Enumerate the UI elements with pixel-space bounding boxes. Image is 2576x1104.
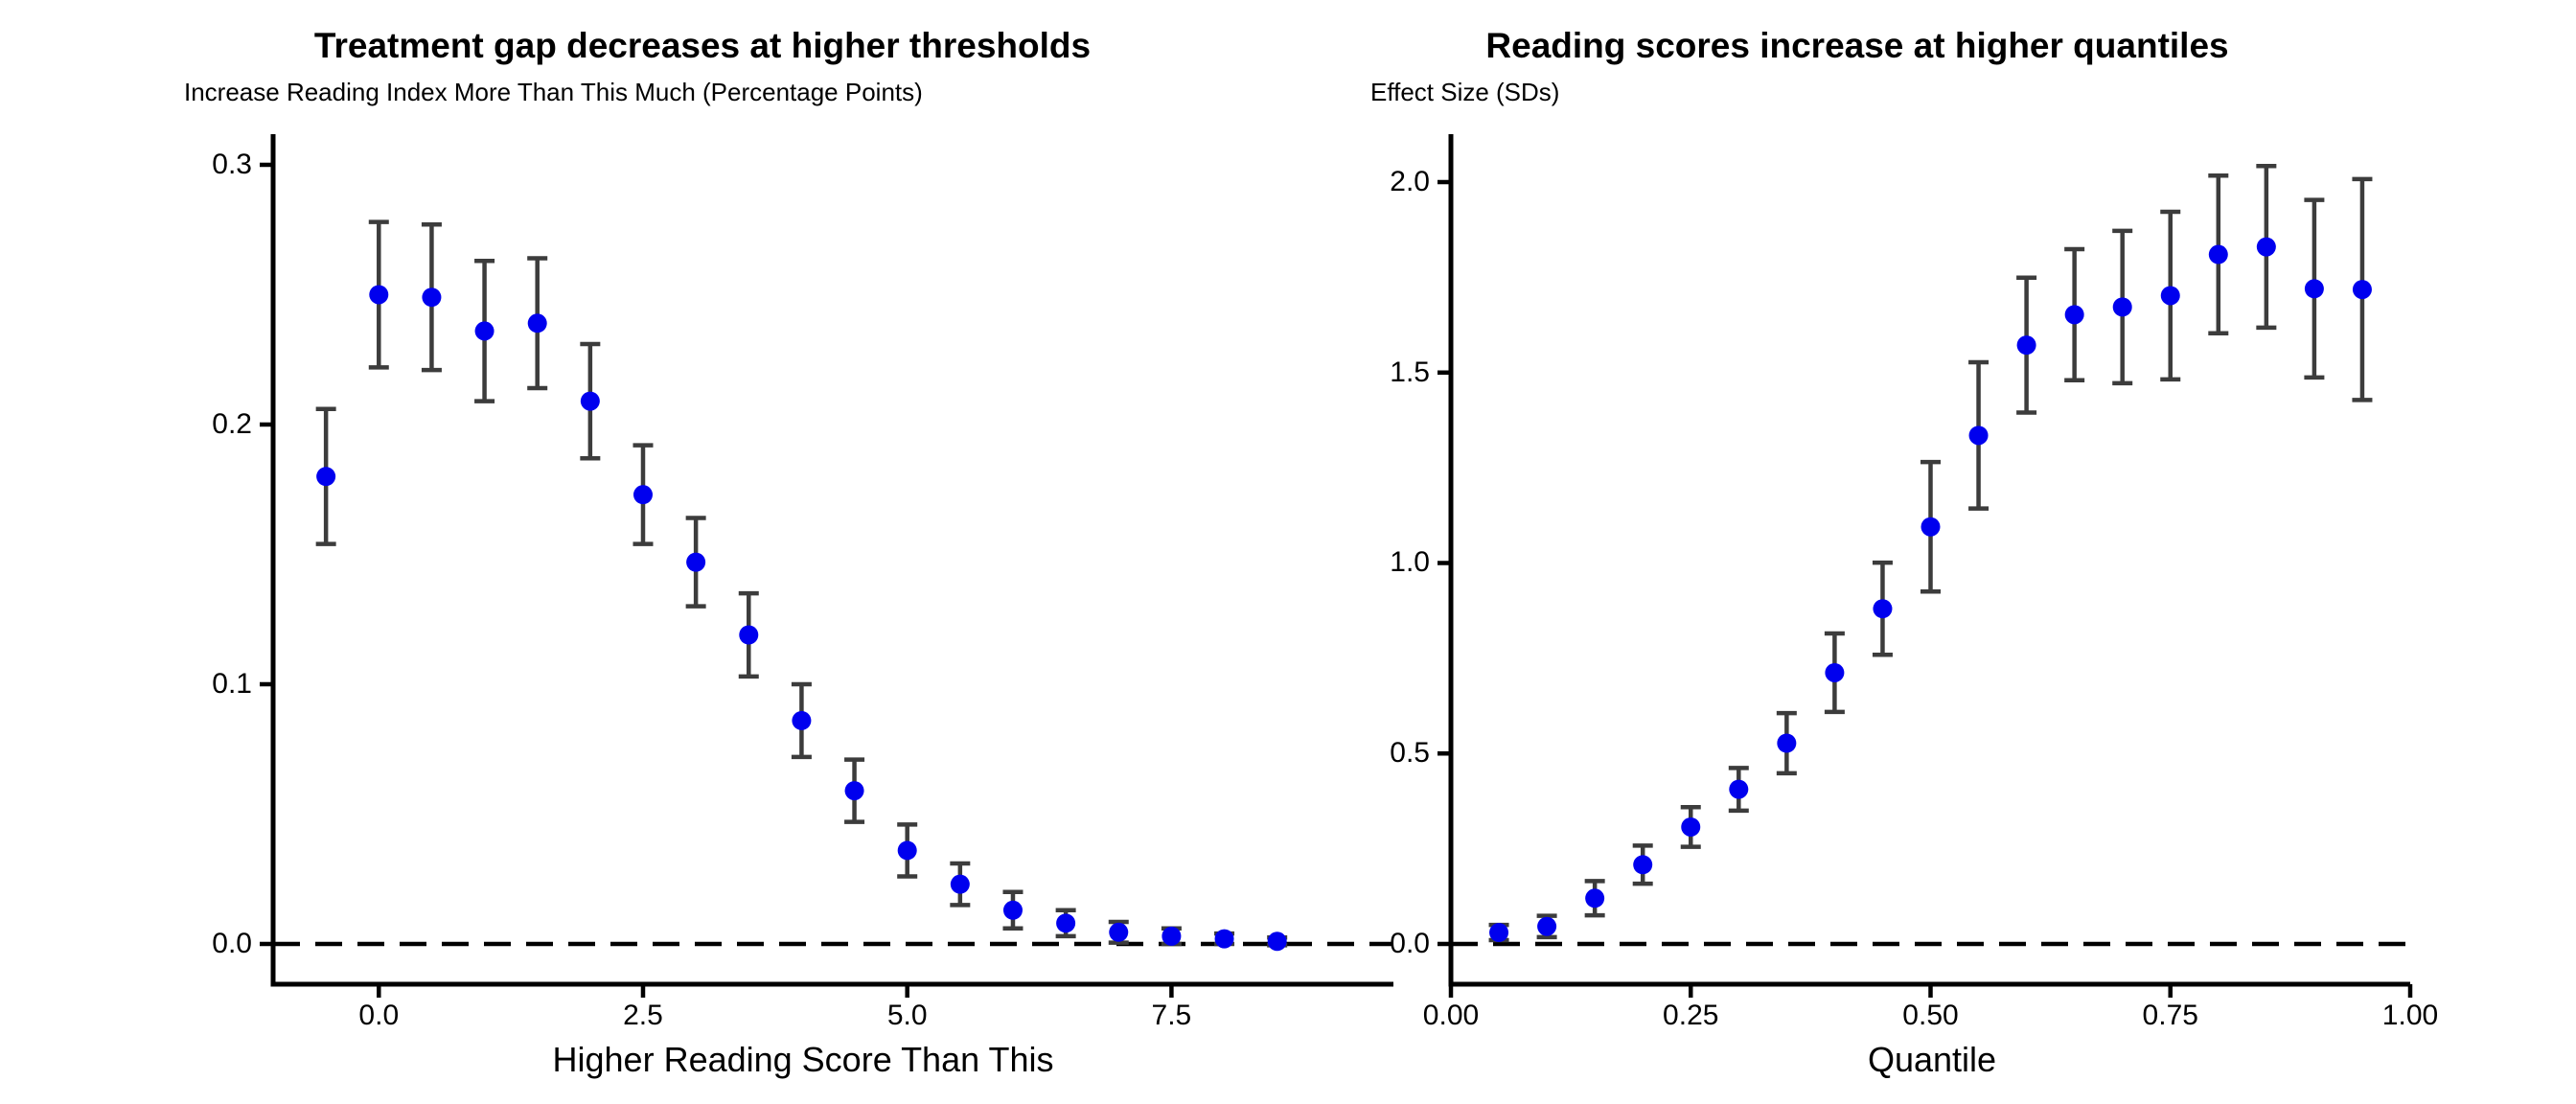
data-point [1968, 426, 1989, 446]
data-point [1873, 599, 1893, 619]
x-tick-label: 2.5 [623, 1000, 663, 1031]
y-tick-label: 0.1 [212, 667, 252, 700]
data-point [1825, 662, 1845, 682]
data-point [1681, 816, 1701, 837]
data-point [844, 781, 864, 801]
x-tick-label: 0.0 [358, 1000, 400, 1031]
data-point [1214, 929, 1234, 949]
x-tick-label: 0.25 [1663, 1000, 1719, 1031]
data-point [580, 391, 600, 411]
y-tick-label: 0.5 [1390, 737, 1430, 770]
data-point [950, 874, 970, 894]
data-point [739, 625, 759, 645]
data-point [1109, 922, 1129, 942]
data-point [686, 552, 706, 572]
data-point [1162, 926, 1182, 946]
y-tick-label: 1.5 [1390, 356, 1430, 388]
y-tick-label: 0.3 [212, 148, 252, 180]
data-point [2064, 305, 2084, 325]
data-point [1056, 913, 1076, 933]
left-panel-title: Treatment gap decreases at higher thresh… [313, 26, 1092, 65]
x-tick-label: 0.50 [1902, 1000, 1959, 1031]
data-point [316, 467, 336, 487]
data-point [2256, 237, 2276, 257]
y-tick-label: 0.0 [1390, 927, 1430, 959]
data-point [1537, 916, 1557, 936]
data-point [1729, 779, 1749, 799]
data-point [2208, 244, 2228, 264]
data-point [897, 840, 917, 861]
data-point [422, 288, 442, 308]
data-point [1633, 855, 1653, 875]
right-panel-x-axis-title: Quantile [1867, 1040, 1997, 1079]
y-tick-label: 1.0 [1390, 546, 1430, 579]
data-point [2112, 297, 2132, 317]
data-point [1920, 517, 1941, 537]
data-point [474, 321, 494, 341]
right-panel-y-axis-label: Effect Size (SDs) [1370, 78, 1560, 106]
right-panel-title: Reading scores increase at higher quanti… [1485, 26, 2229, 65]
data-point [1489, 923, 1509, 943]
x-tick-label: 5.0 [886, 1000, 928, 1031]
data-point [1777, 733, 1797, 753]
data-point [369, 285, 389, 305]
left-panel-x-axis-title: Higher Reading Score Than This [552, 1040, 1054, 1079]
y-tick-label: 2.0 [1390, 166, 1430, 197]
data-point [1267, 932, 1287, 952]
x-tick-label: 0.00 [1422, 1000, 1480, 1031]
data-point [527, 313, 547, 334]
y-tick-label: 0.0 [212, 927, 252, 959]
data-point [2304, 279, 2324, 299]
data-point [792, 710, 812, 730]
x-tick-label: 1.00 [2381, 1000, 2439, 1031]
data-point [1585, 888, 1605, 908]
x-tick-label: 7.5 [1151, 1000, 1192, 1031]
data-point [1002, 900, 1023, 920]
x-tick-label: 0.75 [2142, 1000, 2198, 1031]
y-tick-label: 0.2 [212, 407, 252, 440]
data-point [632, 485, 653, 505]
data-point [2352, 280, 2372, 300]
data-point [2016, 335, 2036, 356]
left-panel-y-axis-label: Increase Reading Index More Than This Mu… [184, 78, 923, 106]
data-point [2160, 286, 2180, 306]
